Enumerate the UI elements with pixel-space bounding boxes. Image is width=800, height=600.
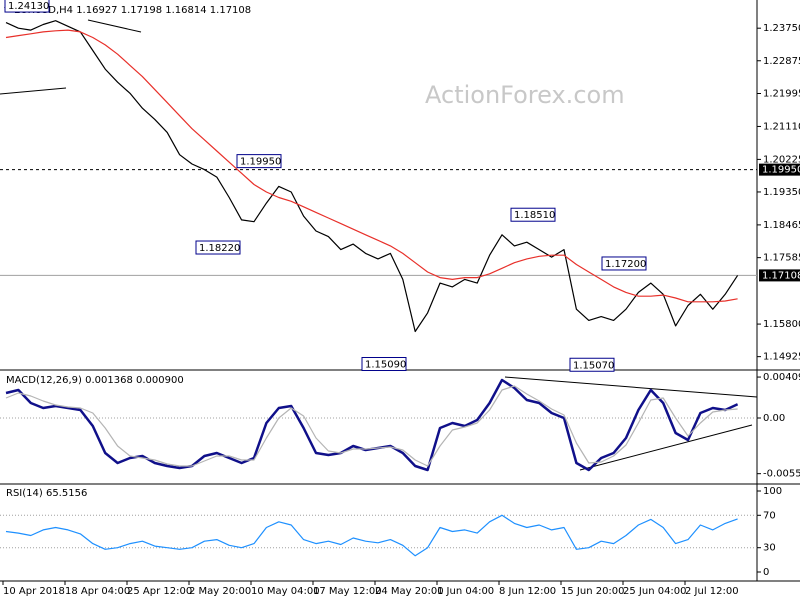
annotation-label: 1.19950 — [240, 157, 281, 168]
annotation-label: 1.17200 — [605, 259, 646, 270]
y-tick-label: 1.21110 — [763, 121, 800, 132]
level-label: 1.17108 — [762, 270, 800, 281]
x-tick-label: 17 May 12:00 — [313, 586, 382, 597]
y-tick-label: 1.18465 — [763, 220, 800, 231]
annotation-label: 1.18510 — [514, 210, 555, 221]
series-line — [5, 20, 739, 333]
x-tick-label: 25 Apr 12:00 — [127, 586, 192, 597]
annotation-label: 1.24130 — [8, 1, 49, 12]
annotation-label: 1.15070 — [573, 360, 614, 371]
y-tick-label: 0 — [763, 567, 769, 578]
y-tick-label: 1.20225 — [763, 154, 800, 165]
trend-line — [87, 19, 142, 33]
y-tick-label: 1.19350 — [763, 187, 800, 198]
series-line — [5, 29, 738, 303]
series-line — [5, 514, 738, 557]
x-tick-label: 24 May 20:00 — [375, 586, 444, 597]
x-tick-label: 10 Apr 2018 — [3, 586, 65, 597]
annotation-box — [4, 0, 50, 13]
annotation-box — [569, 357, 615, 372]
y-tick-label: 1.23750 — [763, 23, 800, 34]
x-tick-label: 25 Jun 04:00 — [623, 586, 687, 597]
x-tick-label: 2 Jul 12:00 — [685, 586, 739, 597]
chart-title: EURUSD,H4 1.16927 1.17198 1.16814 1.1710… — [14, 5, 251, 16]
annotation-box — [510, 207, 556, 222]
level-label-box — [759, 163, 800, 176]
macd-title: MACD(12,26,9) 0.001368 0.000900 — [6, 375, 184, 386]
y-tick-label: -0.005568 — [763, 469, 800, 480]
y-tick-label: 1.22875 — [763, 56, 800, 67]
annotation-box — [236, 154, 282, 169]
x-tick-label: 2 May 20:00 — [189, 586, 251, 597]
rsi-title: RSI(14) 65.5156 — [6, 488, 87, 499]
y-tick-label: 0.00 — [763, 413, 785, 424]
y-tick-label: 30 — [763, 543, 776, 554]
trend-line — [504, 376, 758, 398]
y-tick-label: 0.004094 — [763, 372, 800, 383]
annotation-label: 1.18220 — [199, 243, 240, 254]
level-label: 1.19950 — [762, 165, 800, 176]
x-tick-label: 15 Jun 20:00 — [561, 586, 625, 597]
x-tick-label: 1 Jun 04:00 — [437, 586, 494, 597]
x-tick-label: 18 Apr 04:00 — [65, 586, 130, 597]
x-tick-label: 8 Jun 12:00 — [499, 586, 556, 597]
level-label-box — [759, 269, 800, 282]
watermark: ActionForex.com — [425, 81, 625, 109]
series-line — [5, 385, 738, 467]
y-tick-label: 1.21995 — [763, 89, 800, 100]
annotation-label: 1.15090 — [365, 360, 406, 371]
y-tick-label: 1.17585 — [763, 253, 800, 264]
y-tick-label: 70 — [763, 510, 776, 521]
y-tick-label: 100 — [763, 486, 782, 497]
annotation-box — [601, 256, 647, 271]
x-tick-label: 10 May 04:00 — [251, 586, 320, 597]
annotation-box — [195, 240, 241, 255]
trend-line — [0, 87, 67, 95]
y-tick-label: 1.15800 — [763, 319, 800, 330]
y-tick-label: 1.14925 — [763, 352, 800, 363]
annotation-box — [361, 357, 407, 372]
trend-line — [579, 424, 753, 471]
